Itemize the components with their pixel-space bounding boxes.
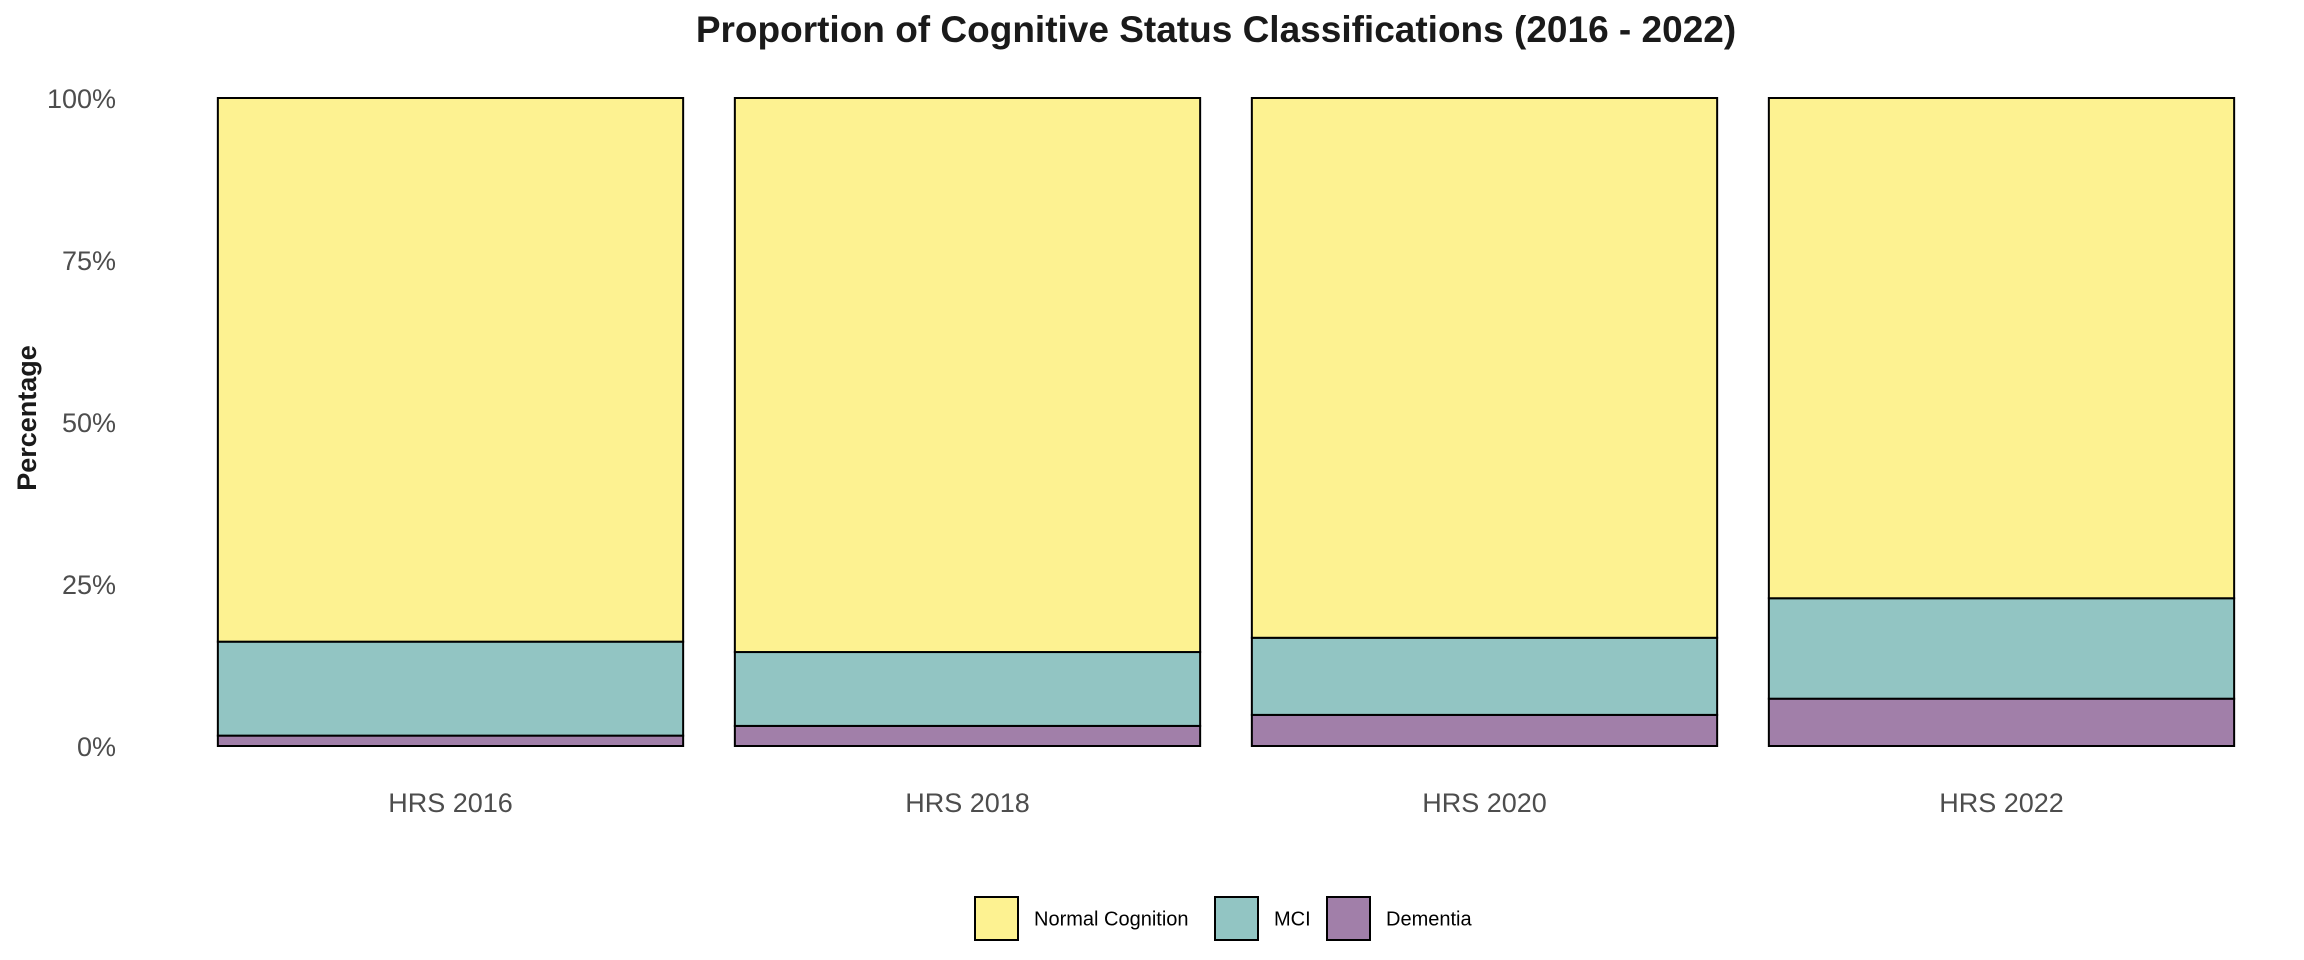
bar-segment-dementia-hrs-2020 (1250, 713, 1719, 747)
bar-segment-mci-hrs-2022 (1767, 597, 2236, 700)
bar-segment-normal-cognition-hrs-2016 (216, 97, 685, 643)
x-tick-label: HRS 2016 (388, 788, 513, 818)
x-axis-ticks: HRS 2016 HRS 2018 HRS 2020 HRS 2022 (388, 788, 2064, 818)
bar-stack-hrs-2022 (1767, 97, 2236, 747)
bar-segment-dementia-hrs-2022 (1767, 697, 2236, 747)
bar-stack-hrs-2020 (1250, 97, 1719, 747)
bar-segment-normal-cognition-hrs-2020 (1250, 97, 1719, 639)
legend: Normal Cognition MCI Dementia (974, 896, 1472, 941)
bar-segment-normal-cognition-hrs-2022 (1767, 97, 2236, 600)
bar-stack-hrs-2018 (733, 97, 1202, 747)
bar-segment-normal-cognition-hrs-2018 (733, 97, 1202, 654)
legend-swatch-normal-cognition (974, 896, 1019, 941)
y-tick-label: 75% (62, 246, 116, 276)
legend-item-mci: MCI (1214, 896, 1311, 941)
legend-swatch-dementia (1326, 896, 1371, 941)
bars (216, 97, 2236, 748)
y-tick-label: 100% (47, 84, 116, 114)
x-tick-label: HRS 2018 (905, 788, 1030, 818)
legend-label: Dementia (1386, 909, 1472, 931)
chart-title: Proportion of Cognitive Status Classific… (696, 9, 1736, 50)
x-tick-label: HRS 2020 (1422, 788, 1547, 818)
y-axis-label: Percentage (12, 345, 42, 491)
legend-item-dementia: Dementia (1326, 896, 1472, 941)
y-axis-ticks: 0% 25% 50% 75% 100% (47, 84, 116, 762)
x-tick-label: HRS 2022 (1939, 788, 2064, 818)
bar-segment-dementia-hrs-2018 (733, 724, 1202, 747)
bar-segment-dementia-hrs-2016 (216, 734, 685, 748)
bar-segment-mci-hrs-2016 (216, 640, 685, 737)
bar-segment-mci-hrs-2018 (733, 651, 1202, 727)
legend-item-normal-cognition: Normal Cognition (974, 896, 1189, 941)
y-tick-label: 50% (62, 408, 116, 438)
bar-segment-mci-hrs-2020 (1250, 636, 1719, 716)
y-tick-label: 0% (77, 732, 116, 762)
legend-label: Normal Cognition (1034, 909, 1189, 931)
y-tick-label: 25% (62, 570, 116, 600)
legend-label: MCI (1274, 909, 1311, 931)
legend-swatch-mci (1214, 896, 1259, 941)
bar-stack-hrs-2016 (216, 97, 685, 748)
